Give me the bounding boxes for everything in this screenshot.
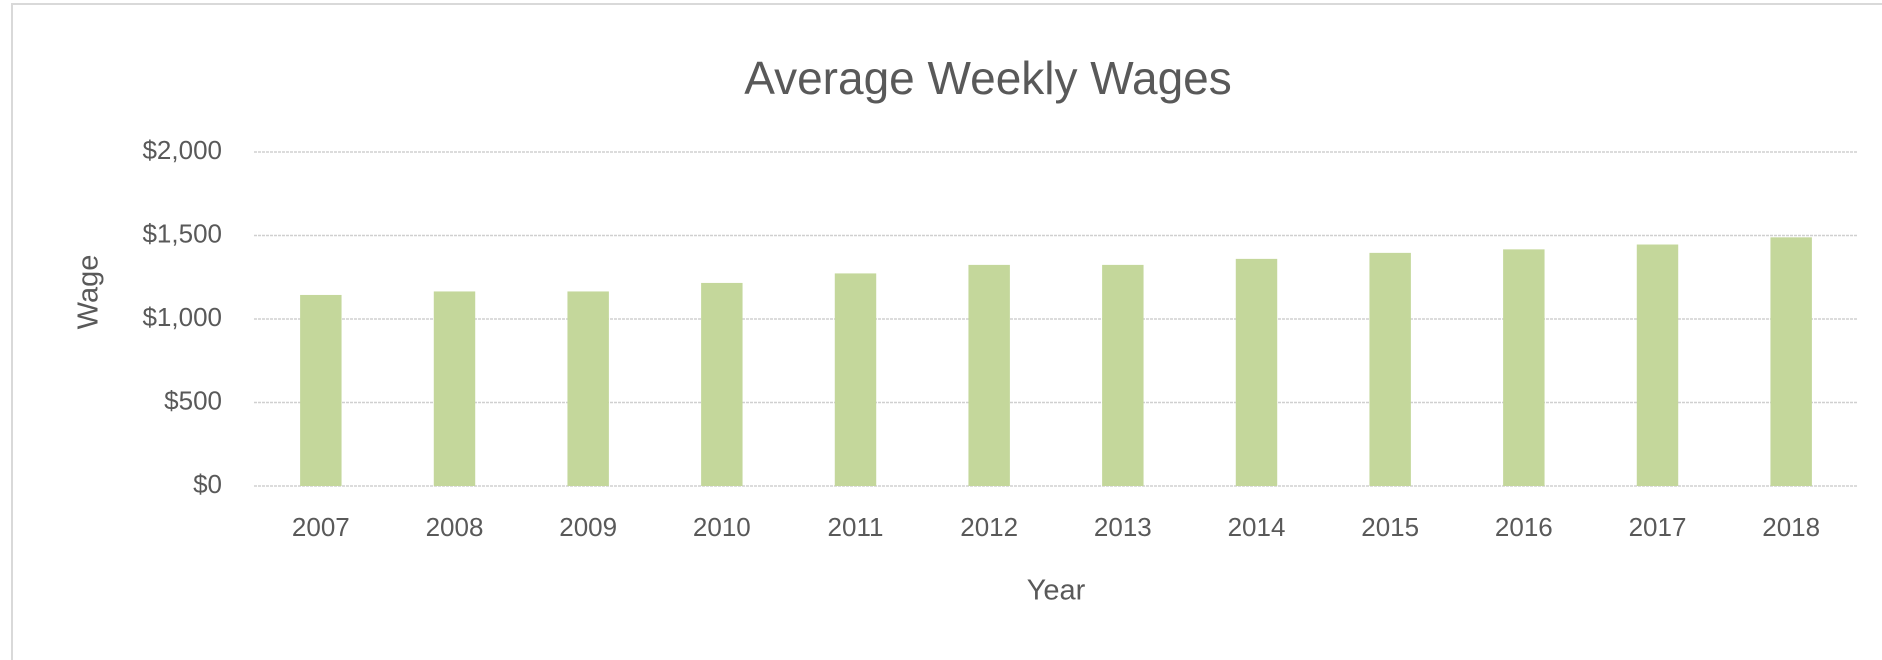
x-tick-label: 2015 — [1361, 512, 1419, 542]
x-tick-label: 2007 — [292, 512, 350, 542]
bar — [968, 264, 1010, 486]
x-axis-label: Year — [1027, 575, 1086, 607]
x-tick-label: 2011 — [828, 512, 884, 542]
y-tick-label: $500 — [164, 385, 222, 415]
bar — [433, 291, 476, 486]
x-tick-label: 2009 — [559, 512, 617, 542]
bar — [1369, 252, 1411, 486]
bar — [300, 294, 342, 486]
bar — [567, 291, 609, 486]
y-tick-label: $1,000 — [142, 302, 222, 332]
x-tick-label: 2018 — [1762, 512, 1820, 542]
x-tick-label: 2014 — [1228, 512, 1286, 542]
x-tick-label: 2013 — [1094, 512, 1152, 542]
y-tick-label: $1,500 — [142, 218, 222, 248]
bar — [834, 273, 877, 486]
bar — [1235, 258, 1278, 486]
chart-frame — [11, 3, 1882, 660]
bar — [1503, 249, 1545, 486]
bar — [1636, 244, 1679, 486]
chart-title: Average Weekly Wages — [744, 52, 1232, 104]
bar — [1102, 264, 1144, 486]
y-tick-label: $0 — [193, 469, 222, 499]
x-tick-label: 2017 — [1629, 512, 1687, 542]
bar — [1770, 237, 1812, 486]
x-tick-label: 2008 — [426, 512, 484, 542]
x-tick-label: 2010 — [693, 512, 751, 542]
x-tick-label: 2012 — [960, 512, 1018, 542]
y-axis-label: Wage — [73, 255, 105, 330]
y-tick-label: $2,000 — [142, 135, 222, 165]
bar — [701, 282, 743, 486]
x-tick-label: 2016 — [1495, 512, 1553, 542]
